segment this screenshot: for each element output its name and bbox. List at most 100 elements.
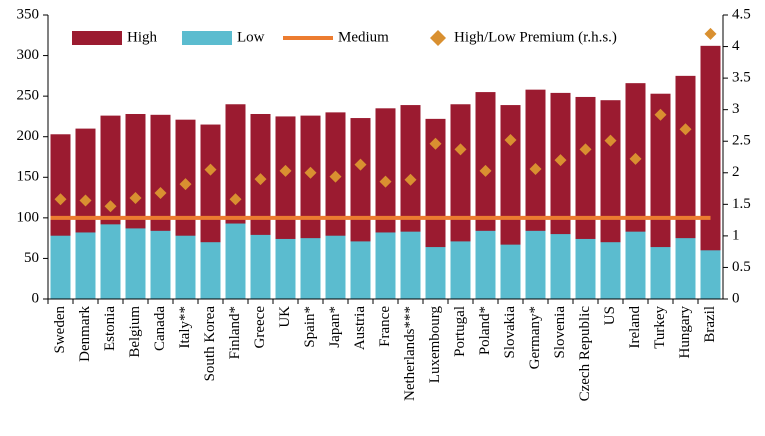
bar (650, 247, 671, 299)
marker (654, 108, 667, 121)
bar (275, 238, 296, 299)
y-tick-label: 300 (17, 47, 40, 63)
marker (354, 158, 367, 171)
marker (154, 186, 167, 199)
y2-tick-label: 2 (732, 164, 740, 180)
legend-label: High (127, 29, 158, 45)
bar (700, 250, 721, 299)
marker (404, 173, 417, 186)
legend-label: Medium (338, 29, 389, 45)
bar (450, 241, 471, 299)
marker (504, 133, 517, 146)
marker (379, 175, 392, 188)
marker (104, 200, 117, 213)
marker (604, 134, 617, 147)
bar (125, 228, 146, 299)
y-tick-label: 250 (17, 88, 40, 104)
marker (679, 123, 692, 136)
x-tick-label: Sweden (52, 306, 68, 354)
bar (250, 234, 271, 299)
y-tick-label: 350 (17, 6, 40, 22)
bar (425, 247, 446, 299)
bar (100, 224, 121, 299)
bar (600, 242, 621, 299)
bar (350, 241, 371, 299)
marker (629, 152, 642, 165)
bar (150, 230, 171, 299)
x-tick-label: Luxembourg (427, 306, 443, 384)
x-tick-label: Belgium (127, 306, 143, 358)
marker (329, 170, 342, 183)
marker (129, 192, 142, 205)
x-tick-label: Canada (152, 306, 168, 351)
x-tick-label: Estonia (102, 306, 118, 351)
x-tick-label: Italy** (177, 306, 193, 349)
x-tick-label: Ireland (627, 306, 643, 349)
marker (54, 193, 67, 206)
bar (700, 45, 721, 299)
y2-tick-label: 0 (732, 290, 740, 306)
legend-swatch (430, 30, 446, 46)
bar (175, 235, 196, 299)
marker (579, 143, 592, 156)
x-tick-label: Spain* (302, 306, 318, 348)
y2-tick-label: 2.5 (732, 133, 751, 149)
bar (525, 230, 546, 299)
bar (475, 230, 496, 299)
marker (554, 154, 567, 167)
marker (479, 164, 492, 177)
marker (79, 194, 92, 207)
legend-swatch (72, 31, 122, 45)
marker (279, 164, 292, 177)
legend-label: High/Low Premium (r.h.s.) (454, 29, 617, 45)
y2-tick-label: 3 (732, 101, 740, 117)
x-tick-label: Denmark (77, 306, 93, 362)
y-tick-label: 50 (24, 250, 39, 266)
x-tick-label: UK (277, 306, 293, 328)
x-tick-label: Japan* (327, 306, 343, 348)
bar (325, 235, 346, 299)
y-tick-label: 0 (32, 290, 40, 306)
x-tick-label: Slovakia (502, 306, 518, 359)
marker (529, 162, 542, 175)
marker (704, 27, 717, 40)
bar (575, 238, 596, 299)
y-tick-label: 200 (17, 128, 40, 144)
y2-tick-label: 4 (732, 38, 740, 54)
bar (625, 231, 646, 299)
marker (454, 143, 467, 156)
x-tick-label: South Korea (202, 306, 218, 382)
bar (300, 238, 321, 299)
x-tick-label: Greece (252, 306, 268, 349)
bar (50, 235, 71, 299)
legend-swatch (182, 31, 232, 45)
marker (254, 173, 267, 186)
marker (179, 178, 192, 191)
marker (204, 163, 217, 176)
bar (500, 244, 521, 299)
marker (304, 166, 317, 179)
bar (225, 223, 246, 299)
bar (75, 232, 96, 299)
y-tick-label: 100 (17, 209, 40, 225)
y2-tick-label: 1.5 (732, 196, 751, 212)
x-tick-label: Hungary (677, 306, 693, 359)
bar (550, 234, 571, 299)
y-tick-label: 150 (17, 169, 40, 185)
x-tick-label: Brazil (702, 306, 718, 343)
bar (675, 238, 696, 299)
bar (375, 232, 396, 299)
marker (229, 193, 242, 206)
y2-tick-label: 0.5 (732, 259, 751, 275)
bar (200, 242, 221, 299)
x-tick-label: Poland* (477, 306, 493, 355)
bar (400, 231, 421, 299)
legend-label: Low (237, 29, 265, 45)
x-tick-label: Austria (352, 306, 368, 351)
x-tick-label: Turkey (652, 306, 668, 349)
x-tick-label: Germany* (527, 306, 543, 369)
x-tick-label: Finland* (227, 306, 243, 359)
x-tick-label: Czech Republic (577, 306, 593, 402)
x-tick-label: US (602, 306, 618, 325)
